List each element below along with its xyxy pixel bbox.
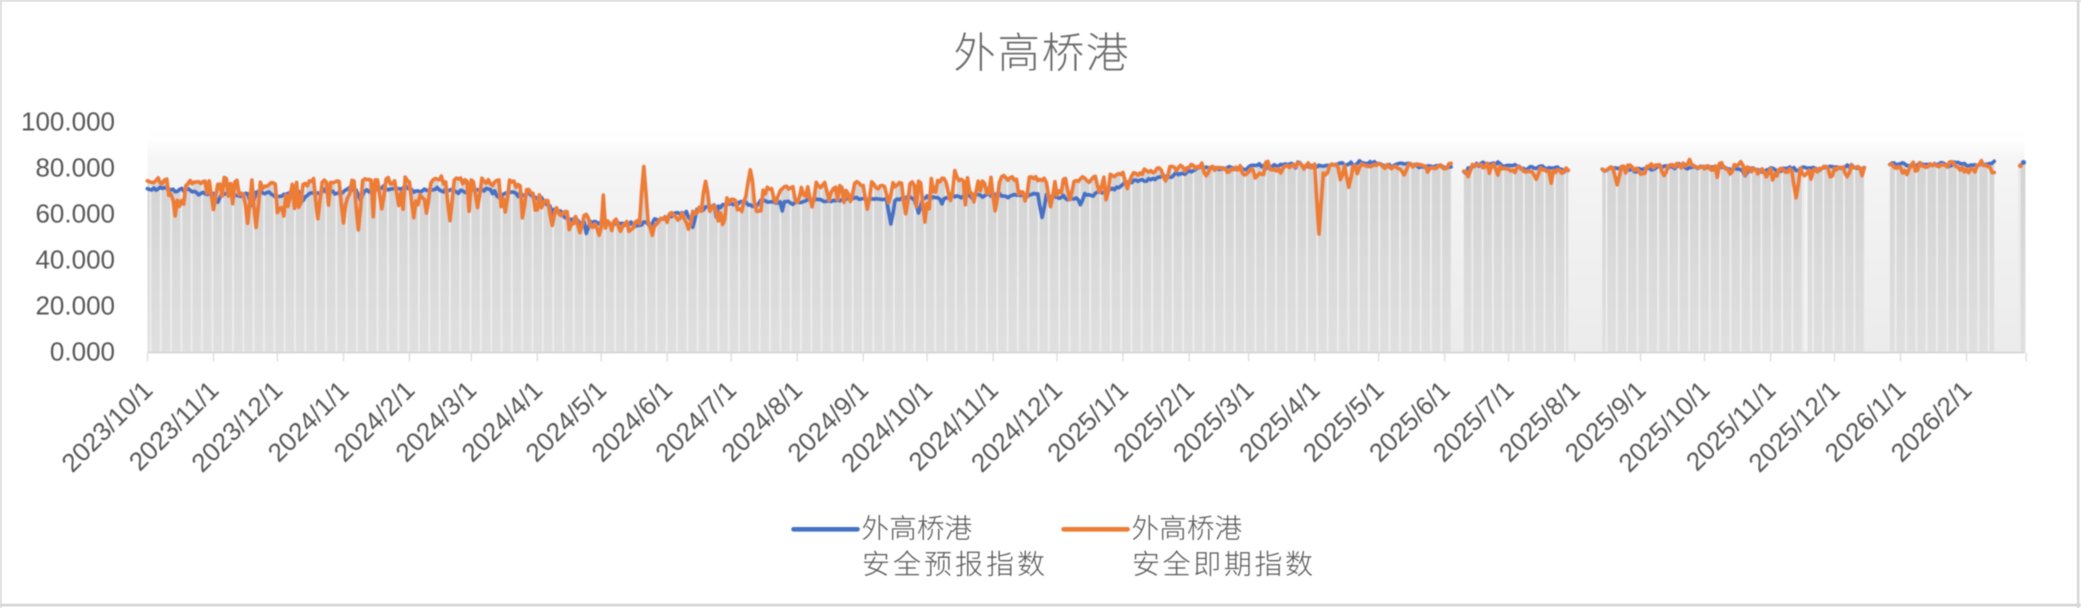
svg-text:100.000: 100.000	[21, 107, 115, 137]
svg-text:60.000: 60.000	[35, 199, 115, 229]
svg-text:40.000: 40.000	[35, 245, 115, 275]
svg-text:80.000: 80.000	[35, 153, 115, 183]
svg-text:0.000: 0.000	[50, 337, 115, 367]
svg-text:20.000: 20.000	[35, 291, 115, 321]
